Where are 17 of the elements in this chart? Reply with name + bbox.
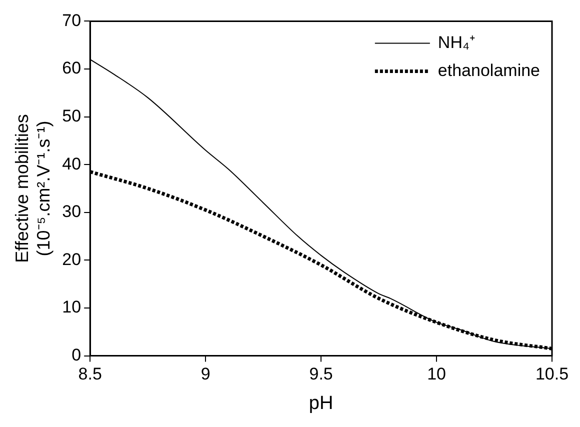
y-axis-title: Effective mobilities (10⁻⁵.cm².V⁻¹.s⁻¹): [12, 114, 54, 263]
x-tick-label: 9.5: [309, 364, 333, 384]
legend-label: NH₄⁺: [438, 32, 476, 52]
y-tick-label: 20: [62, 250, 82, 269]
x-tick-label: 8.5: [78, 364, 102, 384]
y-tick-label: 70: [62, 10, 82, 30]
y-tick-label: 30: [62, 202, 82, 222]
x-tick-label: 10: [427, 364, 446, 384]
x-tick-label: 10.5: [535, 364, 569, 384]
y-tick-label: 60: [62, 58, 82, 78]
y-tick-label: 40: [62, 154, 82, 174]
y-tick-label: 0: [72, 345, 82, 364]
x-tick-label: 9: [200, 364, 210, 384]
y-tick-label: 50: [62, 106, 82, 126]
x-axis-title: pH: [308, 392, 334, 414]
legend-label: ethanolamine: [438, 60, 540, 80]
y-tick-label: 10: [62, 298, 82, 317]
